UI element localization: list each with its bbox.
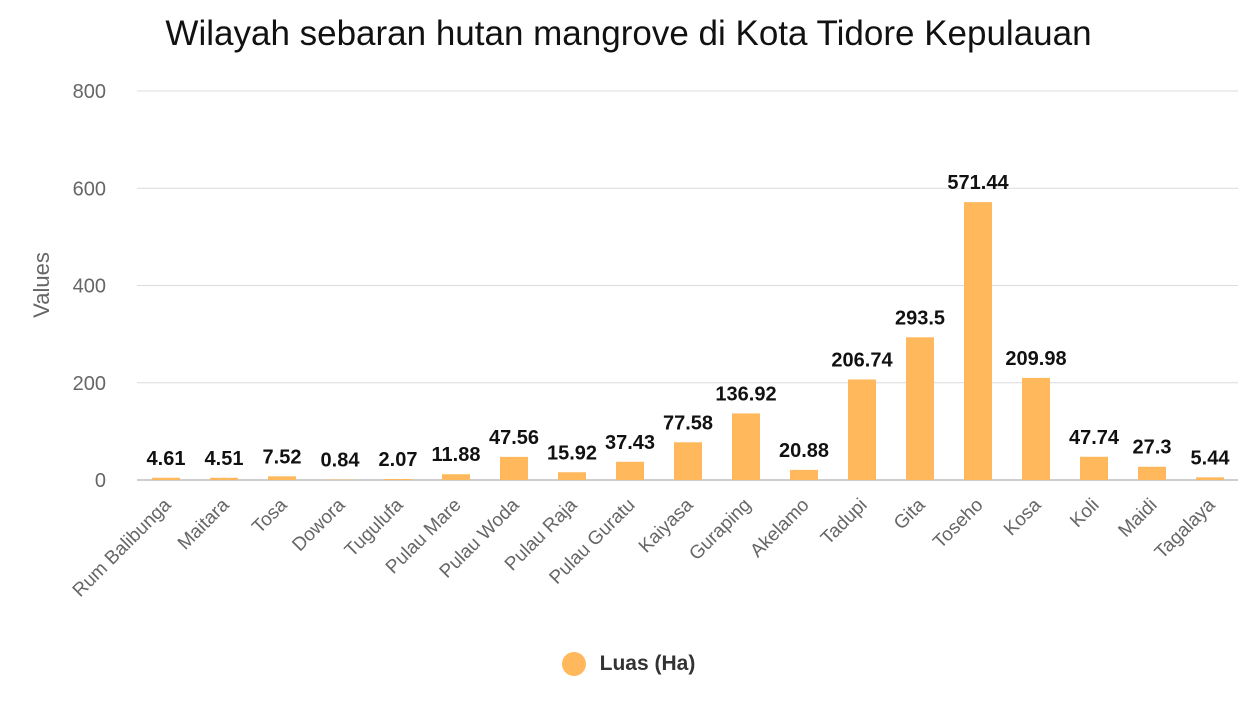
data-label: 4.61 (147, 448, 186, 470)
data-label: 47.74 (1069, 427, 1120, 449)
data-label: 206.74 (831, 349, 893, 371)
x-category-label: Rum Balibunga (69, 494, 176, 601)
data-label: 15.92 (547, 442, 597, 464)
x-category-label: Koli (1066, 495, 1103, 532)
x-category-label: Tadupi (817, 495, 871, 549)
x-category-label: Toseho (929, 495, 987, 553)
x-category-label: Gita (890, 494, 930, 534)
y-axis-ticks: 0 200 400 600 800 (73, 81, 106, 492)
x-category-label: Guraping (685, 495, 755, 565)
x-category-label: Kosa (1000, 494, 1046, 540)
data-label: 37.43 (605, 432, 655, 454)
bar[interactable] (674, 442, 702, 480)
bar[interactable] (964, 202, 992, 480)
bar[interactable] (152, 477, 180, 480)
data-label: 27.3 (1133, 437, 1172, 459)
data-label: 7.52 (263, 446, 302, 468)
data-label: 209.98 (1005, 348, 1066, 370)
data-label: 293.5 (895, 307, 945, 329)
y-tick-label: 200 (73, 373, 106, 395)
bar[interactable] (1022, 377, 1050, 480)
bar[interactable] (384, 478, 412, 480)
x-category-label: Maidi (1115, 495, 1162, 542)
bar[interactable] (616, 461, 644, 480)
x-category-label: Tosa (248, 494, 292, 538)
bar[interactable] (268, 476, 296, 480)
data-label: 571.44 (947, 172, 1009, 194)
y-tick-label: 800 (73, 81, 106, 103)
legend-label[interactable]: Luas (Ha) (599, 652, 696, 675)
data-label: 4.51 (205, 448, 244, 470)
y-tick-label: 400 (73, 276, 106, 298)
data-label: 136.92 (715, 383, 776, 405)
data-label: 47.56 (489, 427, 539, 449)
y-axis-title: Values (29, 252, 54, 318)
data-label: 2.07 (379, 449, 418, 471)
x-category-label: Akelamo (746, 495, 813, 562)
bar[interactable] (848, 379, 876, 480)
data-label: 11.88 (432, 444, 481, 466)
bar[interactable] (1080, 456, 1108, 480)
bar[interactable] (442, 474, 470, 480)
bar[interactable] (906, 337, 934, 480)
x-category-label: Tagalaya (1151, 494, 1220, 563)
bar[interactable] (790, 469, 818, 480)
bar[interactable] (732, 413, 760, 480)
y-tick-label: 600 (73, 178, 106, 200)
bar[interactable] (1196, 477, 1224, 480)
bars (152, 202, 1224, 480)
data-label: 20.88 (779, 440, 829, 462)
y-tick-label: 0 (95, 470, 106, 492)
chart-title: Wilayah sebaran hutan mangrove di Kota T… (165, 14, 1092, 53)
data-label: 5.44 (1191, 447, 1231, 469)
x-category-label: Maitara (174, 494, 234, 554)
legend-marker[interactable] (561, 652, 586, 676)
legend: Luas (Ha) (0, 652, 1257, 676)
data-label: 0.84 (321, 450, 361, 472)
data-labels: 4.61 4.51 7.52 0.84 2.07 11.88 47.56 15.92 37.43… (147, 172, 1231, 471)
data-label: 77.58 (663, 412, 713, 434)
bar[interactable] (558, 472, 586, 480)
bar[interactable] (500, 456, 528, 480)
bar[interactable] (210, 477, 238, 480)
bar[interactable] (1138, 466, 1166, 480)
